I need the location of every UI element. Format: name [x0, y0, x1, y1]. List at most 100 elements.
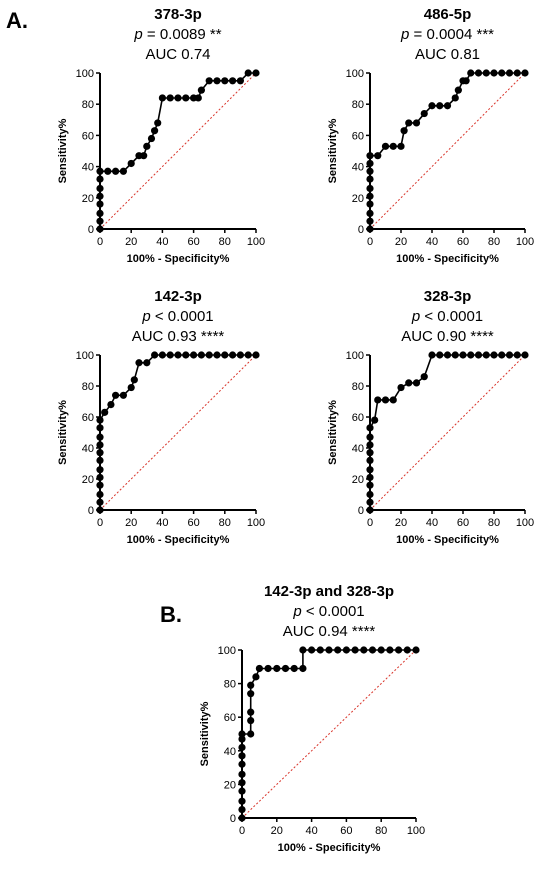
roc-point [459, 351, 467, 359]
roc-point [368, 646, 377, 654]
roc-point [428, 351, 436, 359]
roc-point [366, 424, 374, 432]
roc-point [374, 396, 382, 404]
roc-point [205, 77, 213, 85]
roc-point [386, 646, 394, 654]
roc-point [119, 391, 127, 399]
y-tick-label: 20 [82, 474, 94, 486]
roc-point [107, 401, 115, 409]
roc-point [143, 142, 151, 150]
y-axis-label: Sensitivity% [57, 400, 69, 465]
roc-point [182, 351, 190, 359]
y-tick-label: 40 [224, 746, 236, 758]
x-tick-label: 40 [305, 825, 317, 837]
x-tick-label: 40 [156, 236, 168, 248]
chart-title: 142-3p and 328-3p [264, 583, 394, 600]
roc-point [351, 646, 359, 654]
y-tick-label: 40 [82, 162, 94, 174]
p-value-line: p < 0.0001 [141, 308, 213, 325]
roc-point [366, 466, 374, 474]
roc-point [252, 351, 260, 359]
p-value: < 0.0001 [302, 603, 365, 620]
y-tick-label: 100 [218, 645, 236, 657]
roc-point [366, 217, 374, 225]
y-tick-label: 40 [352, 443, 364, 455]
roc-point [135, 359, 143, 367]
reference-line [99, 72, 257, 230]
roc-point [400, 127, 408, 135]
roc-point [451, 94, 459, 102]
roc-point [436, 351, 444, 359]
reference-line [241, 649, 417, 819]
p-symbol: p [400, 26, 409, 43]
x-tick-label: 20 [125, 236, 137, 248]
roc-chart-142-3p and 328-3p: 142-3p and 328-3p p < 0.0001 AUC 0.94 ****… [199, 583, 425, 854]
x-tick-label: 0 [367, 517, 373, 529]
roc-point [151, 127, 159, 135]
p-value-line: p < 0.0001 [292, 603, 364, 620]
roc-point [405, 119, 413, 127]
auc-value: AUC 0.90 **** [401, 328, 494, 345]
y-tick-label: 80 [352, 99, 364, 111]
reference-line [99, 354, 257, 511]
roc-point [513, 69, 521, 77]
x-tick-label: 60 [340, 825, 352, 837]
roc-point [308, 646, 316, 654]
x-tick-label: 20 [395, 517, 407, 529]
x-tick-label: 60 [187, 236, 199, 248]
roc-point [252, 673, 260, 681]
roc-point [174, 351, 182, 359]
roc-point [238, 735, 246, 743]
y-tick-label: 0 [358, 505, 364, 517]
roc-point [474, 351, 483, 359]
roc-point [238, 797, 246, 805]
roc-point [96, 184, 104, 193]
roc-point [96, 449, 104, 457]
x-tick-label: 20 [125, 517, 137, 529]
roc-point [482, 351, 490, 359]
roc-point [96, 473, 104, 482]
roc-point [412, 379, 421, 387]
roc-point [205, 351, 213, 359]
x-tick-label: 40 [156, 517, 168, 529]
roc-point [96, 481, 104, 489]
y-tick-label: 60 [352, 130, 364, 142]
roc-point [112, 391, 120, 399]
roc-point [190, 351, 198, 359]
roc-point [96, 424, 104, 432]
roc-point [96, 217, 104, 225]
y-tick-label: 60 [352, 412, 364, 424]
y-tick-label: 80 [82, 99, 94, 111]
roc-point [238, 752, 246, 760]
roc-point [119, 167, 127, 175]
roc-point [366, 152, 374, 160]
roc-point [366, 192, 374, 200]
roc-point [96, 225, 104, 233]
roc-point [405, 379, 413, 387]
roc-point [255, 664, 263, 673]
roc-chart-486-5p: 486-5p p = 0.0004 *** AUC 0.81 0 20 40 60 80 100… [327, 6, 534, 265]
roc-point [244, 69, 252, 77]
roc-point [395, 646, 403, 654]
roc-point [366, 209, 374, 217]
x-tick-label: 60 [457, 236, 469, 248]
roc-point [397, 383, 405, 392]
roc-point [436, 102, 444, 110]
x-tick-label: 0 [239, 825, 245, 837]
roc-point [420, 373, 428, 381]
roc-point [462, 77, 470, 85]
roc-point [213, 351, 221, 359]
y-tick-label: 100 [346, 68, 364, 80]
roc-point [112, 167, 120, 175]
reference-line [369, 72, 526, 230]
roc-point [96, 506, 104, 514]
roc-point [238, 787, 246, 795]
y-tick-label: 0 [358, 224, 364, 236]
roc-point [428, 102, 436, 110]
x-tick-label: 20 [395, 236, 407, 248]
roc-point [166, 351, 174, 359]
roc-point [366, 167, 374, 175]
roc-point [366, 225, 374, 233]
y-tick-label: 0 [230, 813, 236, 825]
x-tick-label: 0 [97, 517, 103, 529]
